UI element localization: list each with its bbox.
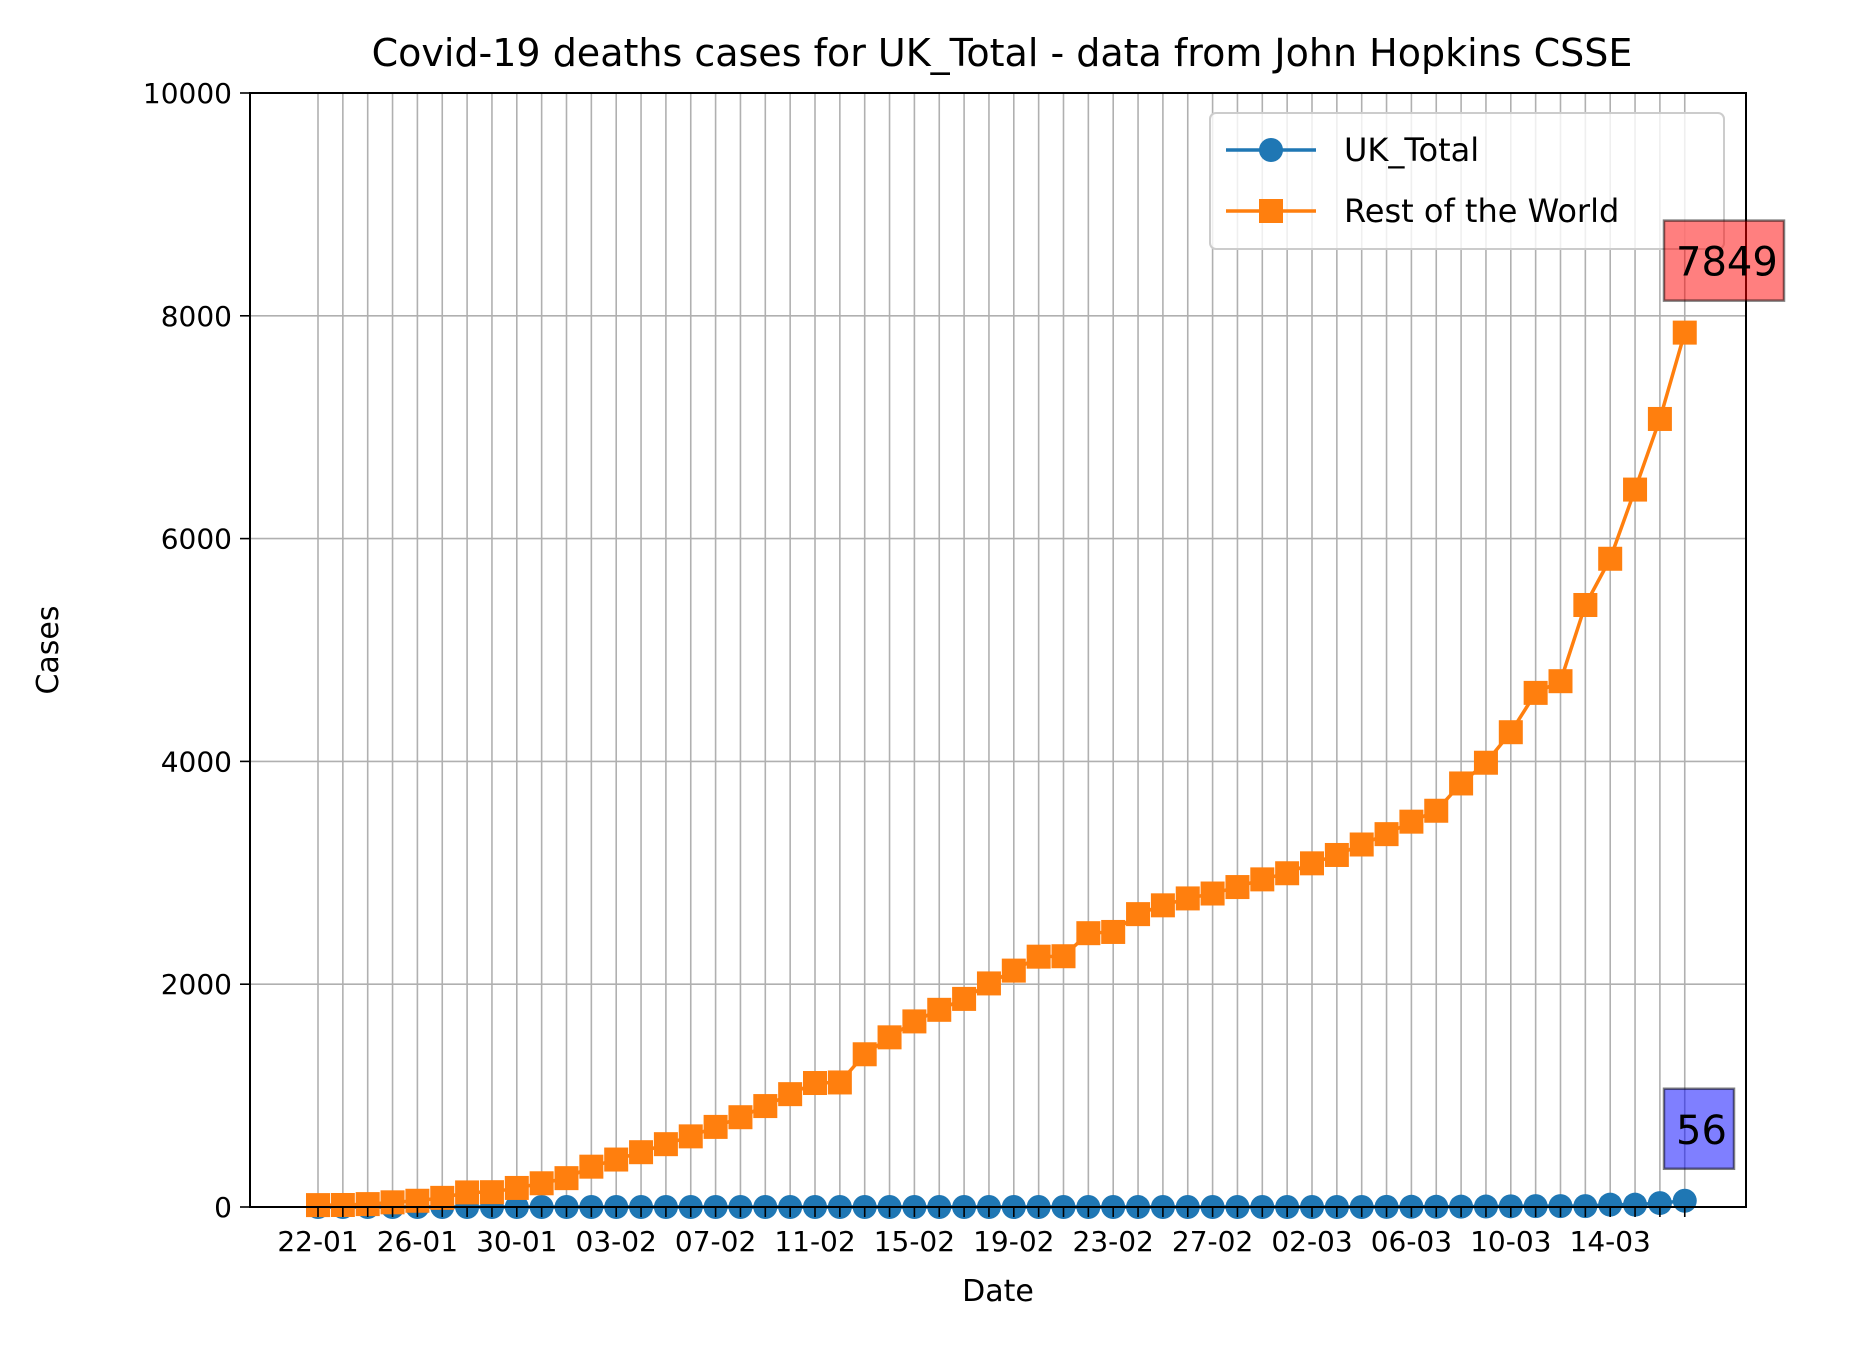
data-point [827, 1070, 852, 1095]
data-point [1548, 669, 1573, 694]
legend: UK_Total Rest of the World [1209, 112, 1725, 250]
x-tick-label: 23-02 [1073, 1225, 1154, 1258]
data-point [803, 1071, 827, 1096]
data-point [1523, 680, 1548, 705]
y-tick-label: 8000 [161, 300, 232, 333]
data-point [1647, 406, 1672, 431]
data-point [728, 1105, 753, 1130]
annotation-box [1662, 1087, 1736, 1171]
data-point [1598, 546, 1623, 571]
data-point [877, 1025, 902, 1050]
data-point [778, 1082, 803, 1107]
data-point [479, 1180, 504, 1205]
y-tick-label: 0 [214, 1191, 232, 1224]
data-point [1498, 720, 1523, 745]
x-axis-ticks: 22-01 26-01 30-01 03-02 07-02 11-02 15-02 19-02… [277, 1207, 1686, 1258]
data-point [1647, 1191, 1672, 1216]
data-point [1126, 902, 1151, 927]
x-tick-label: 26-01 [377, 1225, 458, 1258]
y-tick-label: 10000 [143, 77, 232, 110]
data-point [504, 1175, 529, 1200]
data-point [1076, 921, 1101, 946]
data-point [678, 1124, 703, 1149]
data-point [1200, 881, 1225, 906]
x-tick-label: 07-02 [675, 1225, 756, 1258]
data-point [1374, 822, 1399, 847]
x-gridlines [317, 93, 1686, 1207]
data-point [1225, 875, 1250, 900]
data-point [1473, 750, 1498, 775]
y-tick-label: 6000 [161, 523, 232, 556]
annotation-label: 56 [1676, 1108, 1727, 1154]
data-point [1598, 1192, 1623, 1217]
data-point [579, 1154, 604, 1179]
data-point [1672, 320, 1697, 345]
data-point [1424, 798, 1449, 823]
x-tick-label: 27-02 [1172, 1225, 1253, 1258]
y-tick-label: 2000 [161, 968, 232, 1001]
series-rest-of-world [306, 320, 1697, 1218]
legend-label: Rest of the World [1344, 192, 1619, 230]
data-point [703, 1114, 728, 1139]
legend-marker [1259, 138, 1283, 162]
data-point [1573, 592, 1598, 617]
legend-label: UK_Total [1344, 131, 1479, 169]
data-point [1026, 944, 1051, 969]
legend-box [1209, 112, 1725, 250]
x-tick-label: 15-02 [874, 1225, 955, 1258]
data-point [976, 971, 1001, 996]
data-point [1449, 771, 1474, 796]
data-point [927, 997, 952, 1022]
data-point [1250, 867, 1275, 892]
annotation-box [1662, 219, 1786, 302]
data-point [902, 1009, 927, 1034]
y-axis-label: Cases [31, 605, 66, 694]
x-tick-label: 22-01 [277, 1225, 358, 1258]
data-point [1349, 832, 1374, 857]
data-point [1150, 893, 1175, 918]
data-point [952, 986, 977, 1011]
x-tick-label: 11-02 [774, 1225, 855, 1258]
data-point [1623, 1192, 1648, 1217]
y-axis-ticks: 0 2000 4000 6000 8000 10000 [143, 77, 250, 1224]
data-point [430, 1185, 455, 1210]
data-point [1324, 842, 1349, 867]
x-tick-label: 30-01 [476, 1225, 557, 1258]
data-point [1623, 477, 1648, 502]
x-tick-label: 19-02 [973, 1225, 1054, 1258]
data-point [1300, 851, 1324, 876]
chart-title: Covid-19 deaths cases for UK_Total - dat… [372, 31, 1633, 75]
data-point [1051, 944, 1076, 969]
plot-frame [249, 92, 1747, 1208]
data-point [1399, 809, 1424, 834]
data-point [1001, 958, 1026, 983]
data-point [753, 1094, 778, 1119]
x-tick-label: 06-03 [1371, 1225, 1452, 1258]
data-point [629, 1140, 654, 1165]
data-point [1175, 886, 1200, 911]
annotation-label: 7849 [1676, 240, 1778, 286]
data-point [604, 1147, 629, 1172]
data-point [554, 1166, 579, 1191]
data-point [1275, 861, 1300, 886]
data-point [852, 1042, 877, 1067]
x-tick-label: 10-03 [1470, 1225, 1551, 1258]
x-axis-label: Date [962, 1274, 1034, 1309]
data-point [529, 1171, 554, 1196]
x-tick-label: 03-02 [576, 1225, 657, 1258]
x-tick-label: 14-03 [1570, 1225, 1651, 1258]
data-point [1101, 919, 1126, 944]
annotations: 7849 56 [1662, 219, 1786, 1171]
legend-marker [1259, 199, 1283, 223]
data-point [455, 1180, 480, 1205]
x-tick-label: 02-03 [1271, 1225, 1352, 1258]
y-tick-label: 4000 [161, 745, 232, 778]
data-point [653, 1132, 678, 1157]
